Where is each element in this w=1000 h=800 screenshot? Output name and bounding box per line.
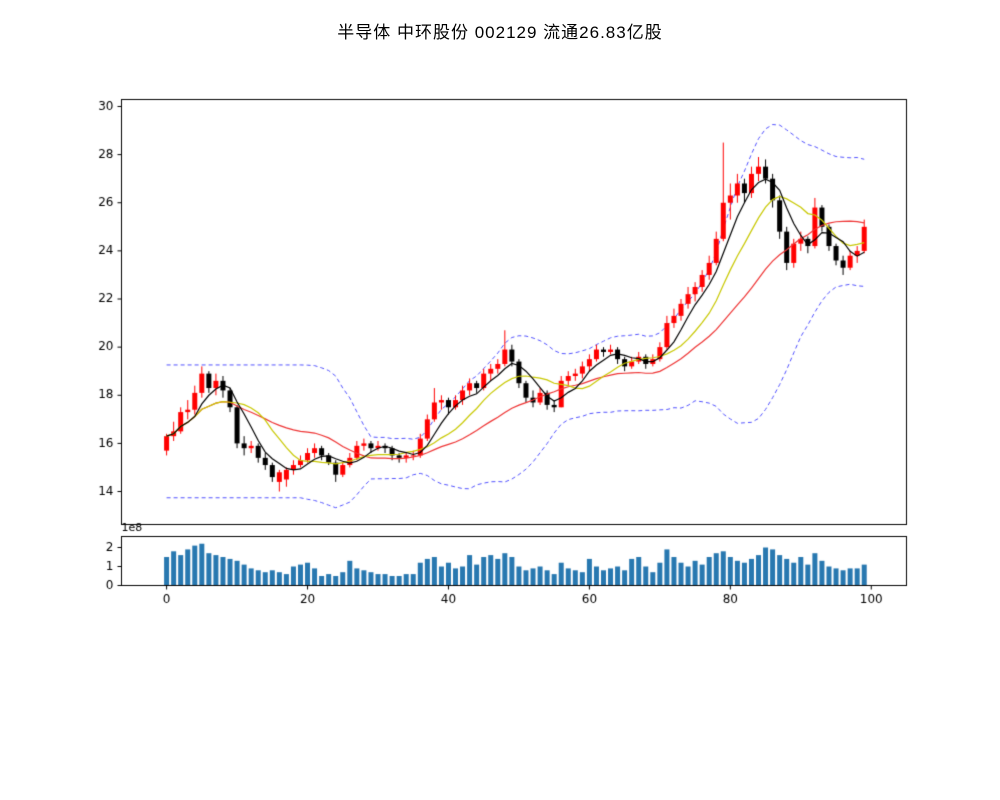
chart-title: 半导体 中环股份 002129 流通26.83亿股 bbox=[337, 23, 663, 42]
